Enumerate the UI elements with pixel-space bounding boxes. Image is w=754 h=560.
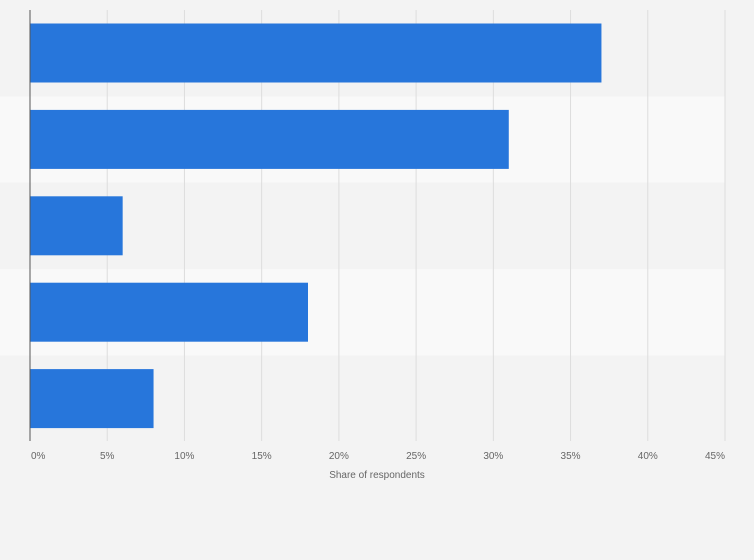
bars — [30, 23, 602, 429]
x-tick-labels: 0% 5% 10% 15% 20% 25% 30% 35% 40% 45% — [31, 451, 725, 462]
bar[interactable] — [30, 282, 308, 342]
x-tick-label: 5% — [100, 451, 115, 462]
x-tick-label: 15% — [252, 451, 272, 462]
x-tick-label: 30% — [483, 451, 503, 462]
x-tick-label: 20% — [329, 451, 349, 462]
bar[interactable] — [30, 23, 602, 83]
x-tick-label: 10% — [174, 451, 194, 462]
x-tick-label: 0% — [31, 451, 46, 462]
x-tick-label: 40% — [638, 451, 658, 462]
x-tick-label: 45% — [705, 451, 725, 462]
x-axis-title: Share of respondents — [329, 470, 425, 481]
x-tick-label: 35% — [561, 451, 581, 462]
bar[interactable] — [30, 109, 509, 169]
x-tick-label: 25% — [406, 451, 426, 462]
bar[interactable] — [30, 369, 154, 429]
bar[interactable] — [30, 196, 123, 256]
